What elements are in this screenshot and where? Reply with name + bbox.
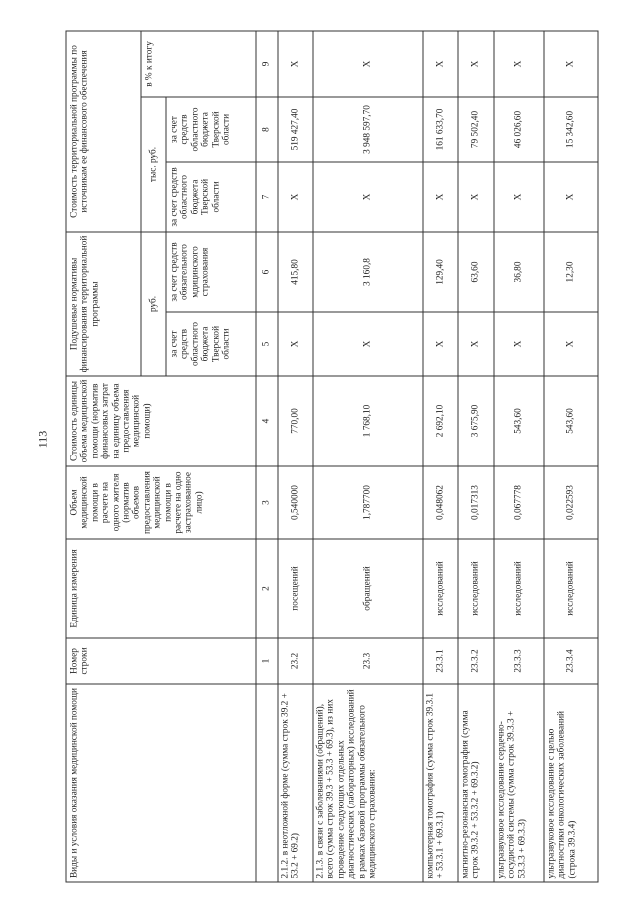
table-cell: X [457,161,494,232]
row-description: 2.1.2. в неотложной форме (сумма строк 3… [277,684,313,882]
table-cell: 23.3 [312,638,423,684]
table-row: компьютерная томография (сумма строк 39.… [422,30,458,882]
table-cell: X [457,312,494,376]
header-program-cost: Стоимость территориальной программы по и… [65,30,141,232]
table-cell: 3 160,8 [312,231,423,312]
table-cell: 79 502,40 [457,96,494,162]
table-cell: X [493,312,544,376]
table-cell: 161 633,70 [422,96,458,162]
table-cell: 2 692,10 [422,376,458,466]
header-sub-budget: за счет средств областного бюджета Тверс… [165,312,256,376]
table-cell: 23.3.1 [422,638,458,684]
table-cell: X [457,30,494,97]
table-cell: 1,787700 [312,466,423,539]
table-row: ультразвуковое исследование сердечно-сос… [493,30,544,882]
table-cell: 23.3.2 [457,638,494,684]
header-volume: Объем медицинской помощи в расчете на од… [65,466,256,539]
table-cell: X [422,312,458,376]
table-cell: X [312,312,423,376]
row-description: ультразвуковое исследование с целью диаг… [543,684,598,882]
table-cell: 3 675,90 [457,376,494,466]
column-number: 6 [255,231,278,312]
table-cell: X [422,161,458,232]
table-cell: 63,60 [457,231,494,312]
table-cell: 0,017313 [457,466,494,539]
table-cell: 519 427,40 [277,96,313,162]
table-cell: X [493,161,544,232]
row-description: ультразвуковое исследование сердечно-сос… [493,684,544,882]
table-cell: X [543,30,598,97]
table-cell: X [277,312,313,376]
table-cell: X [543,312,598,376]
column-number: 4 [255,376,278,466]
table-cell: 15 342,60 [543,96,598,162]
table-cell: 46 026,60 [493,96,544,162]
header-percent-total: в % к итогу [140,30,256,97]
column-numbers-row: 1 2 3 4 5 6 7 8 9 [255,30,278,882]
table-cell: X [277,30,313,97]
financing-table: Виды и условия оказания медицинской помо… [65,30,598,882]
header-per-capita: Подушевые нормативы финансирования терри… [65,231,141,376]
table-cell: X [312,30,423,97]
header-per-capita-unit: руб. [140,231,166,376]
column-number: 3 [255,466,278,539]
header-unit-cost: Стоимость единицы объема медицинской пом… [65,376,256,466]
row-description: компьютерная томография (сумма строк 39.… [422,684,458,882]
header-unit: Единица измерения [65,539,256,638]
header-kind: Виды и условия оказания медицинской помо… [65,684,256,882]
table-cell: 23.2 [277,638,313,684]
table-cell: 3 948 597,70 [312,96,423,162]
header-sub-budget: за счет средств областного бюджета Тверс… [165,161,256,232]
table-row: магнитно-резонансная томография (сумма с… [457,30,494,882]
table-cell: 23.3.3 [493,638,544,684]
table-cell: 0,022593 [543,466,598,539]
row-description: 2.1.3. в связи с заболеваниями (обращени… [312,684,423,882]
table-cell: 0,067778 [493,466,544,539]
table-cell: обращений [312,539,423,638]
table-row: 2.1.2. в неотложной форме (сумма строк 3… [277,30,313,882]
table-cell: 543,60 [493,376,544,466]
table-cell: 12,30 [543,231,598,312]
table-cell: X [493,30,544,97]
table-cell: X [543,161,598,232]
table-cell: 23.3.4 [543,638,598,684]
table-cell: посещений [277,539,313,638]
header-sub-oms: за счет средств обязательного мдицинског… [165,231,256,312]
column-number: 5 [255,312,278,376]
table-cell: X [422,30,458,97]
table-cell: исследований [422,539,458,638]
page-number: 113 [35,430,50,449]
table-cell: 770,00 [277,376,313,466]
rotated-table-container: Виды и условия оказания медицинской помо… [65,30,598,883]
table-cell: 129,40 [422,231,458,312]
table-cell: 1 768,10 [312,376,423,466]
table-cell: X [312,161,423,232]
table-row: 2.1.3. в связи с заболеваниями (обращени… [312,30,423,882]
column-number: 7 [255,161,278,232]
header-row-number: Номер строки [65,638,256,684]
table-cell: 543,60 [543,376,598,466]
table-cell: исследований [457,539,494,638]
table-cell: X [277,161,313,232]
table-cell: 415,80 [277,231,313,312]
row-description: магнитно-резонансная томография (сумма с… [457,684,494,882]
table-cell: 0,048062 [422,466,458,539]
table-row: ультразвуковое исследование с целью диаг… [543,30,598,882]
table-cell: 36,80 [493,231,544,312]
column-number: 9 [255,30,278,97]
column-number: 1 [255,638,278,684]
column-number: 2 [255,539,278,638]
table-cell: 0,540000 [277,466,313,539]
column-number [255,684,278,882]
table-cell: исследований [543,539,598,638]
table-cell: исследований [493,539,544,638]
header-program-cost-unit: тыс. руб. [140,96,166,232]
header-sub-budget: за счет средств областного бюджета Тверс… [165,96,256,162]
column-number: 8 [255,96,278,162]
